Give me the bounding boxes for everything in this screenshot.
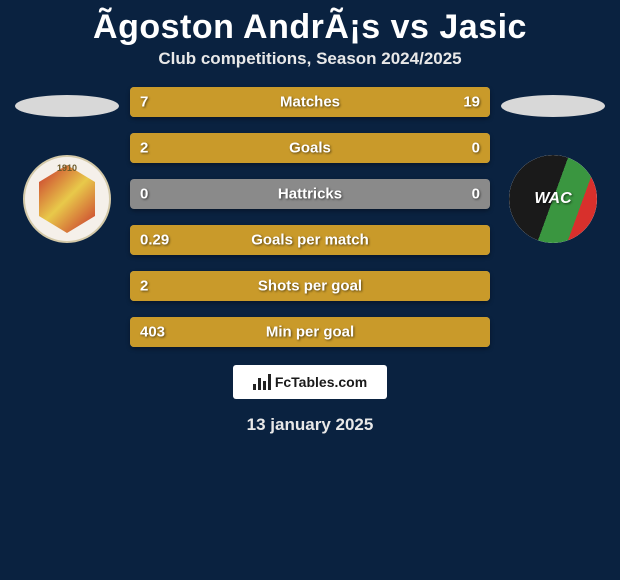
stat-label: Goals [289,140,331,157]
player-left-column [12,87,122,243]
club-badge-right [509,155,597,243]
stat-value-left: 2 [140,140,148,157]
stat-value-left: 403 [140,324,165,341]
stat-bar: 0 Hattricks 0 [130,179,490,209]
stat-value-right: 0 [472,186,480,203]
main-row: 7 Matches 19 2 Goals 0 0 Hattricks 0 0.29 Goals pe… [0,87,620,347]
stat-value-left: 7 [140,94,148,111]
brand-badge: FcTables.com [233,365,387,399]
subtitle: Club competitions, Season 2024/2025 [0,49,620,87]
player-right-head-icon [501,95,605,117]
player-left-head-icon [15,95,119,117]
stat-value-left: 0.29 [140,232,169,249]
stat-value-right: 0 [472,140,480,157]
stat-value-left: 0 [140,186,148,203]
stat-fill-right [227,87,490,117]
stat-value-left: 2 [140,278,148,295]
stat-label: Hattricks [278,186,342,203]
stat-bar: 2 Goals 0 [130,133,490,163]
stat-bar: 2 Shots per goal [130,271,490,301]
stat-bar: 0.29 Goals per match [130,225,490,255]
date-line: 13 january 2025 [0,415,620,435]
stats-column: 7 Matches 19 2 Goals 0 0 Hattricks 0 0.29 Goals pe… [130,87,490,347]
page-title: Ãgoston AndrÃ¡s vs Jasic [0,0,620,49]
stat-label: Min per goal [266,324,354,341]
stat-bar: 7 Matches 19 [130,87,490,117]
stat-value-right: 19 [463,94,480,111]
stat-label: Goals per match [251,232,369,249]
club-badge-left [23,155,111,243]
player-right-column [498,87,608,243]
stat-label: Matches [280,94,340,111]
stat-bar: 403 Min per goal [130,317,490,347]
infographic-root: Ãgoston AndrÃ¡s vs Jasic Club competitio… [0,0,620,435]
stat-label: Shots per goal [258,278,362,295]
brand-chart-icon [253,374,271,390]
brand-text: FcTables.com [275,374,367,390]
